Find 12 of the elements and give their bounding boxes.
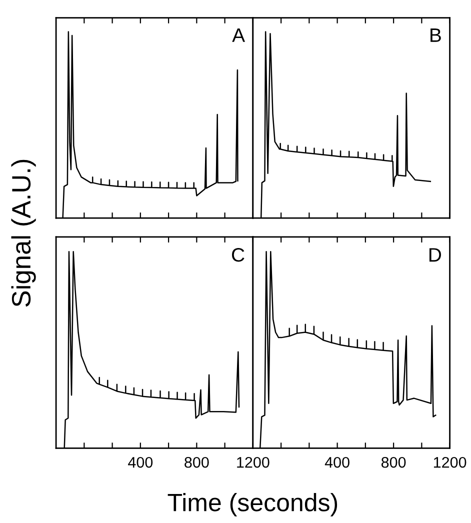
annotation: B — [430, 28, 441, 42]
x-tick-label: 1200 — [237, 456, 270, 468]
x-tick-label: 800 — [381, 456, 406, 468]
annotation: A — [232, 28, 246, 42]
y-axis-title: Signal (A.U.) — [11, 160, 36, 307]
annotation: C — [232, 248, 244, 262]
x-tick-label: 1200 — [434, 456, 466, 468]
x-axis-title: Time (seconds) — [168, 493, 338, 516]
x-tick-label: 400 — [128, 456, 153, 468]
x-tick-label: 400 — [324, 456, 350, 468]
annotation: D — [429, 248, 441, 262]
x-tick-label: 800 — [184, 456, 209, 468]
